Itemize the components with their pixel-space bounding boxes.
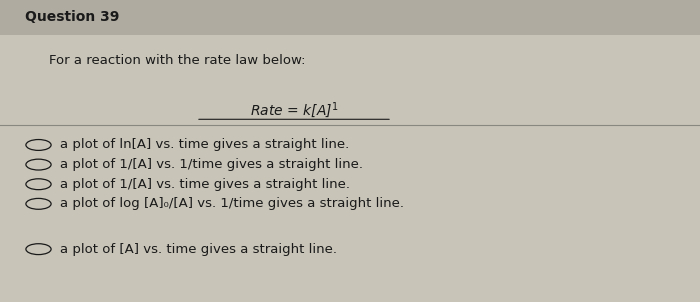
FancyBboxPatch shape bbox=[0, 0, 700, 35]
Text: a plot of ln[A] vs. time gives a straight line.: a plot of ln[A] vs. time gives a straigh… bbox=[60, 138, 349, 152]
Text: For a reaction with the rate law below:: For a reaction with the rate law below: bbox=[49, 54, 305, 67]
Text: a plot of [A] vs. time gives a straight line.: a plot of [A] vs. time gives a straight … bbox=[60, 243, 337, 256]
Text: Question 39: Question 39 bbox=[25, 10, 119, 24]
Text: Rate = $k$[A]$^1$: Rate = $k$[A]$^1$ bbox=[250, 100, 338, 120]
Text: a plot of log [A]₀/[A] vs. 1/time gives a straight line.: a plot of log [A]₀/[A] vs. 1/time gives … bbox=[60, 197, 403, 210]
Text: a plot of 1/[A] vs. time gives a straight line.: a plot of 1/[A] vs. time gives a straigh… bbox=[60, 178, 349, 191]
Text: a plot of 1/[A] vs. 1/time gives a straight line.: a plot of 1/[A] vs. 1/time gives a strai… bbox=[60, 158, 363, 171]
